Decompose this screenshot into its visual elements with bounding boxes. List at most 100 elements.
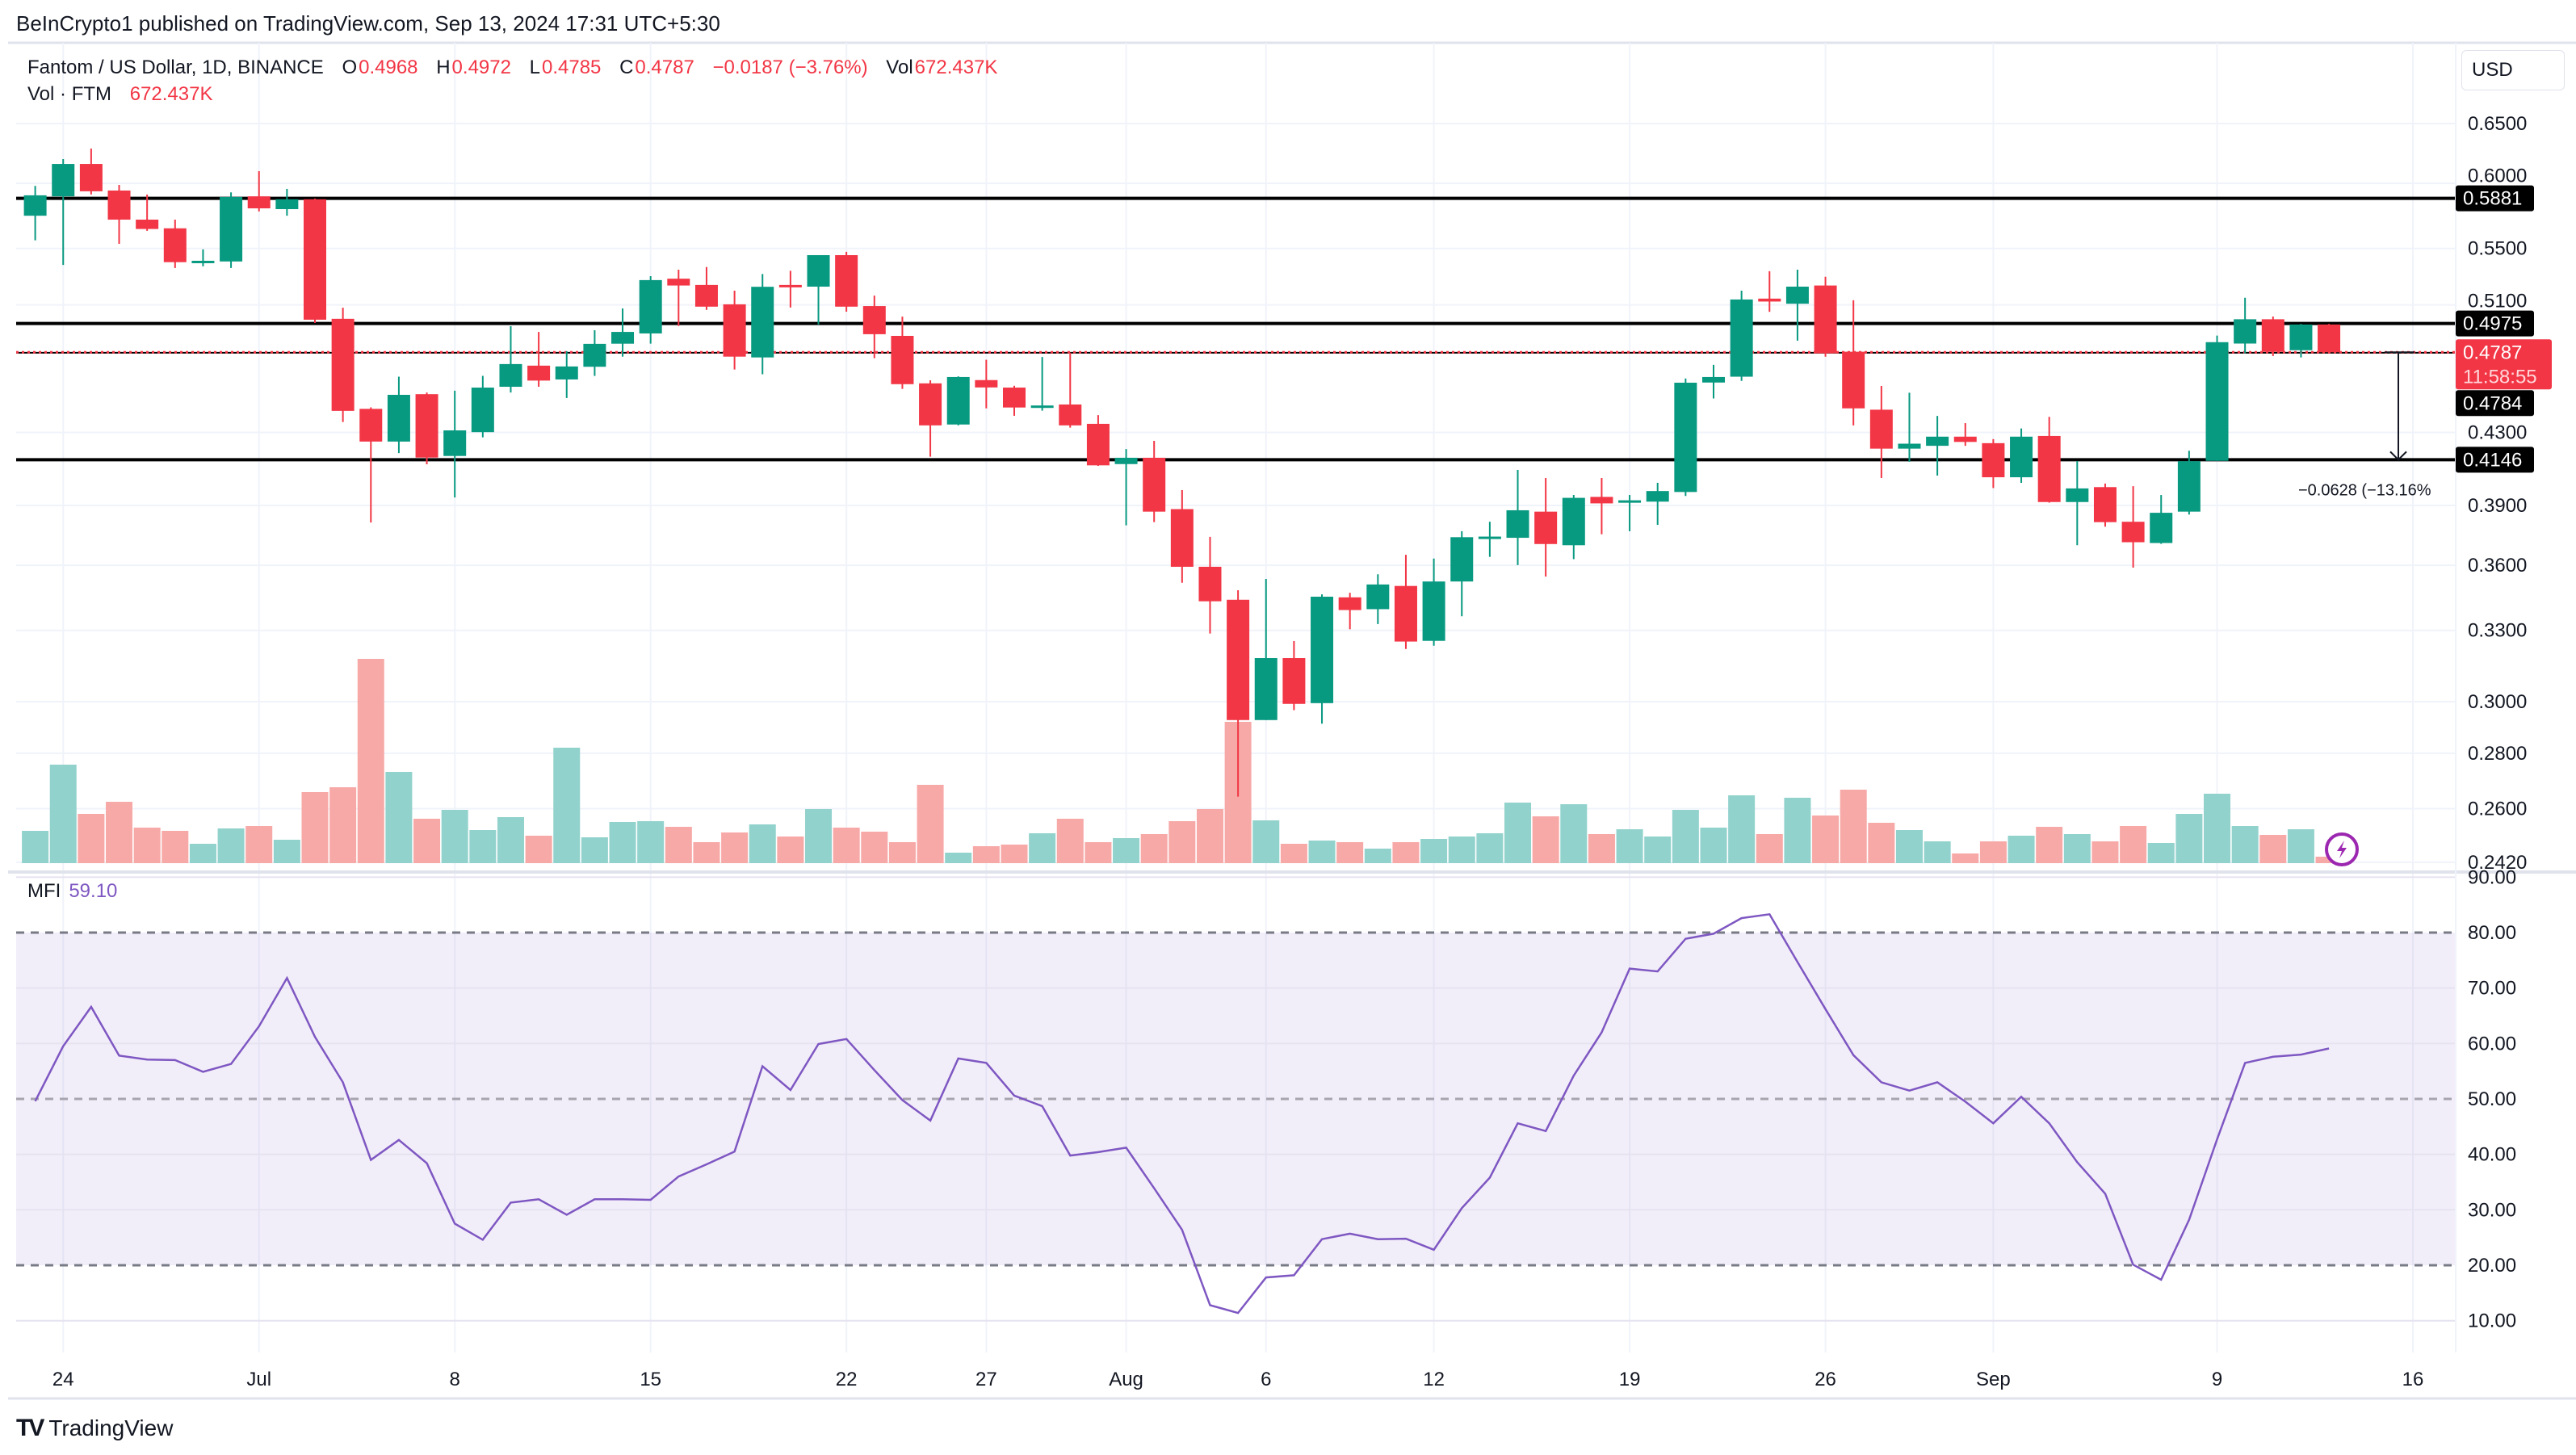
candle-body [1394, 585, 1417, 642]
volume-bar [1029, 833, 1056, 863]
price-range-measure[interactable]: −0.0628 (−13.16% [2298, 351, 2431, 499]
candle-body [639, 279, 662, 333]
volume-bar [1560, 804, 1588, 863]
candle-body [304, 199, 326, 320]
candle-body [2093, 487, 2117, 522]
close-label: C [619, 57, 634, 78]
price-axis[interactable]: 0.6500 0.6000 0.5500 0.5100 0.4300 0.3900 0.36… [2456, 113, 2552, 874]
volume-bar [1168, 821, 1196, 863]
price-axis-label: 0.2600 [2468, 798, 2527, 820]
candle-body [778, 284, 802, 287]
volume-bar [413, 819, 441, 863]
volume-bar [1056, 819, 1084, 863]
candle-body [862, 306, 886, 334]
candle-body [2066, 488, 2089, 502]
price-axis-label: 0.2420 [2468, 852, 2527, 874]
volume-bar [525, 836, 552, 863]
candle-body [975, 379, 998, 388]
candle-body [946, 376, 970, 425]
volume-bar [301, 792, 329, 863]
volume-bar [1532, 816, 1559, 863]
mfi-axis-label: 90.00 [2468, 866, 2516, 888]
candle-body [583, 343, 606, 367]
mfi-band [16, 876, 2456, 1322]
lightning-icon[interactable] [2325, 832, 2359, 866]
line-price-tag-bg [2456, 447, 2534, 473]
mfi-value: 59.10 [69, 880, 118, 902]
candle-body [723, 304, 746, 357]
candle-body [471, 388, 494, 433]
volume-legend: Vol · FTM 672.437K [27, 83, 214, 106]
volume-bar [1085, 842, 1112, 863]
volume-bar [1420, 839, 1448, 863]
volume-bar [637, 821, 665, 863]
footer-brand[interactable]: TV TradingView [16, 1415, 173, 1442]
candle-body [331, 318, 355, 411]
candle-body [2121, 522, 2145, 543]
volume-bar [1364, 849, 1391, 863]
mfi-axis-label: 30.00 [2468, 1199, 2516, 1221]
volume-bar [385, 772, 413, 863]
mfi-axis[interactable]: 90.00 80.00 70.00 60.00 50.00 40.00 30.00 20.00… [2468, 866, 2516, 1331]
volume-bar [609, 822, 636, 863]
volume-bar [972, 846, 1000, 863]
price-axis-label: 0.4300 [2468, 422, 2527, 444]
line-price-tag: 0.4784 [2463, 392, 2522, 414]
candle-body [1198, 566, 1222, 602]
volume-bar [245, 826, 273, 863]
close-value: 0.4787 [635, 57, 694, 78]
volume-bar [805, 809, 833, 863]
candle-body [1059, 404, 1082, 426]
mfi-axis-label: 50.00 [2468, 1088, 2516, 1110]
candle-body [751, 287, 774, 358]
volume-bar [1784, 798, 1811, 863]
candlesticks [23, 148, 2341, 797]
time-axis-label: 12 [1423, 1369, 1445, 1390]
time-axis-label: Aug [1109, 1369, 1143, 1390]
volume-bar [441, 810, 468, 863]
candle-body [1311, 597, 1334, 703]
candle-body [107, 190, 131, 220]
candle-body [1674, 382, 1697, 493]
volume-bar [2063, 834, 2091, 863]
candle-body [1003, 388, 1026, 408]
time-axis[interactable]: 24 Jul 8 15 22 27 Aug 6 12 19 26 Sep 9 16 [52, 1369, 2423, 1390]
candle-body [891, 335, 914, 384]
candle-body [807, 254, 830, 287]
volume-bar [189, 844, 216, 863]
volume-bar [1812, 816, 1840, 863]
volume-bar [1924, 841, 1951, 863]
candle-body [835, 254, 858, 307]
volume-series-label[interactable]: Vol · FTM [27, 83, 112, 105]
volume-bar [553, 748, 581, 863]
line-price-tag-bg [2456, 185, 2534, 212]
candle-body [611, 332, 635, 344]
price-axis-label: 0.6500 [2468, 113, 2527, 135]
price-axis-label: 0.3900 [2468, 495, 2527, 517]
volume-bar [1616, 829, 1643, 863]
candle-body [1534, 511, 1558, 544]
candle-body [499, 363, 522, 388]
volume-series-value: 672.437K [129, 83, 213, 105]
mfi-axis-label: 40.00 [2468, 1144, 2516, 1166]
symbol-title[interactable]: Fantom / US Dollar, 1D, BINANCE [27, 57, 324, 78]
open-label: O [342, 57, 358, 78]
volume-bar [1728, 795, 1756, 863]
candle-body [415, 394, 438, 458]
volume-bar [945, 853, 972, 863]
time-axis-label: 24 [52, 1369, 74, 1390]
volume-bars [22, 659, 2343, 863]
mfi-label[interactable]: MFI [27, 880, 61, 902]
candle-body [1730, 299, 1753, 377]
volume-bar [1196, 809, 1223, 863]
volume-bar [22, 831, 49, 863]
volume-bar [2231, 826, 2259, 863]
candle-body [1422, 581, 1445, 641]
volume-value: 672.437K [914, 57, 998, 78]
volume-bar [1952, 853, 1979, 863]
volume-bar [329, 787, 357, 863]
currency-button[interactable]: USD [2461, 50, 2565, 90]
candle-body [275, 199, 299, 209]
volume-bar [1979, 841, 2007, 863]
